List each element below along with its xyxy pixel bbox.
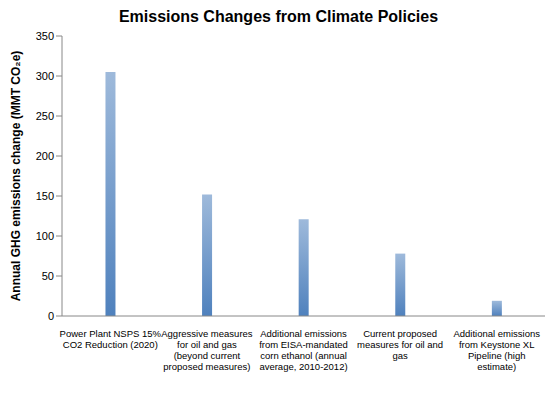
svg-text:350: 350	[36, 30, 54, 42]
svg-text:250: 250	[36, 110, 54, 122]
svg-text:150: 150	[36, 190, 54, 202]
svg-text:Additional emissionsfrom EISA-: Additional emissionsfrom EISA-mandatedco…	[259, 328, 348, 372]
svg-text:200: 200	[36, 150, 54, 162]
html-text:Emissions Changes from Climate: Emissions Changes from Climate Policies	[118, 8, 439, 25]
svg-text:0: 0	[48, 310, 54, 322]
svg-text:Additional emissionsfrom Keyst: Additional emissionsfrom Keystone XLPipe…	[453, 328, 540, 372]
svg-text:100: 100	[36, 230, 54, 242]
svg-text:Power Plant NSPS 15%CO2 Reduct: Power Plant NSPS 15%CO2 Reduction (2020)	[60, 328, 162, 350]
svg-text:Annual GHG emissions change (M: Annual GHG emissions change (MMT CO₂e)	[9, 51, 23, 302]
svg-text:Aggressive measuresfor oil and: Aggressive measuresfor oil and gas(beyon…	[161, 328, 253, 372]
svg-text:300: 300	[36, 70, 54, 82]
svg-text:50: 50	[42, 270, 54, 282]
svg-text:Current proposedmeasures for o: Current proposedmeasures for oil andgas	[357, 328, 443, 361]
